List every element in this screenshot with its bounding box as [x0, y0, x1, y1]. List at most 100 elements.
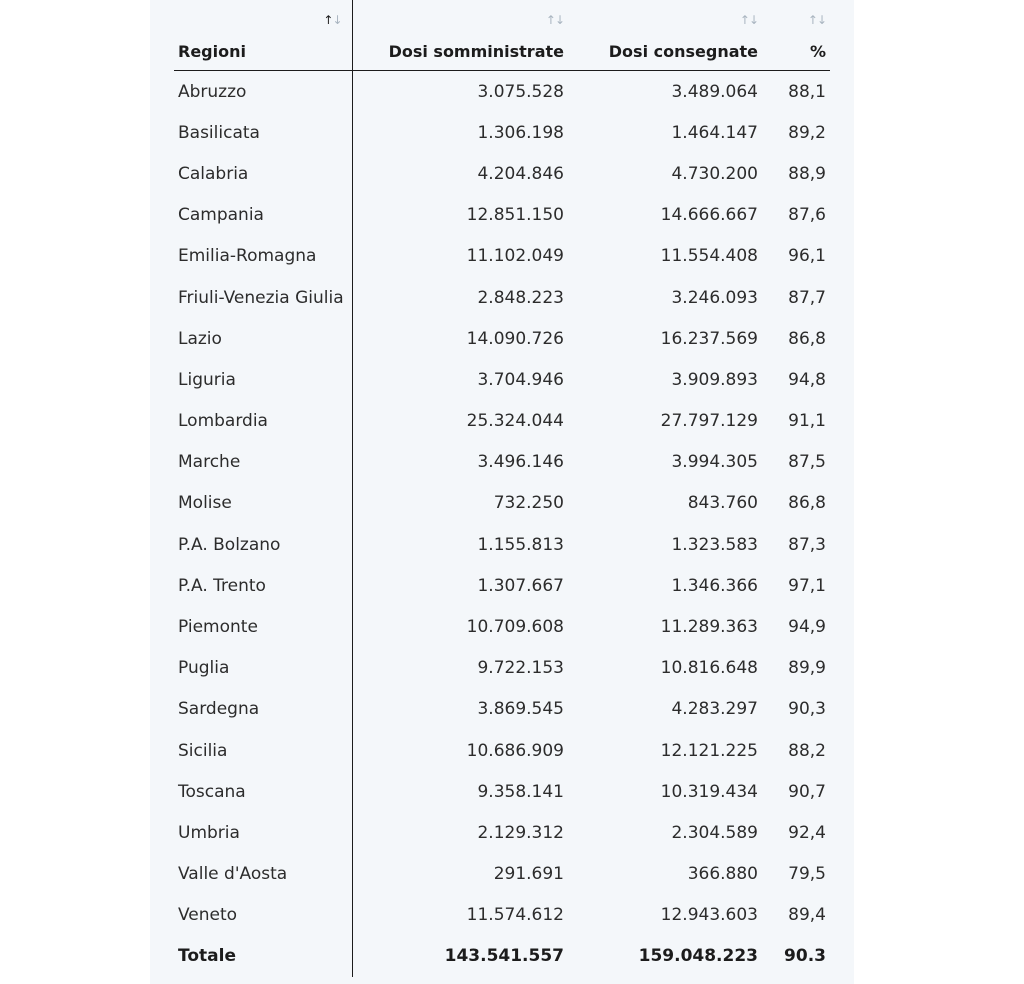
cell-dosi-somministrate: 12.851.150 — [466, 205, 564, 226]
header-dosi-somministrate[interactable]: ↑↓ Dosi somministrate — [352, 0, 568, 71]
sort-arrows-icon[interactable]: ↑↓ — [545, 13, 565, 27]
cell-dosi-consegnate: 27.797.129 — [660, 411, 758, 432]
total-row: Totale 143.541.557 159.048.223 90.3 — [174, 935, 830, 977]
cell-region: Sardegna — [174, 688, 353, 730]
cell-percent: 97,1 — [788, 575, 826, 596]
cell-dosi-consegnate: 3.489.064 — [671, 81, 758, 102]
cell-percent: 90,3 — [788, 699, 826, 720]
cell-dosi-somministrate: 291.691 — [493, 864, 564, 885]
cell-dosi-consegnate: 12.943.603 — [660, 905, 758, 926]
cell-region: Toscana — [174, 771, 353, 813]
cell-percent: 89,2 — [788, 122, 826, 143]
cell-region: Basilicata — [174, 112, 353, 154]
cell-percent: 88,1 — [788, 81, 826, 102]
header-percent[interactable]: ↑↓ % — [762, 0, 830, 71]
cell-region: P.A. Bolzano — [174, 524, 353, 566]
table-row: Emilia-Romagna 11.102.049 11.554.408 96,… — [174, 235, 830, 277]
cell-dosi-somministrate: 3.704.946 — [477, 369, 564, 390]
cell-region: Piemonte — [174, 606, 353, 648]
cell-percent: 87,6 — [788, 205, 826, 226]
cell-dosi-somministrate: 25.324.044 — [466, 411, 564, 432]
cell-dosi-consegnate: 11.289.363 — [660, 617, 758, 638]
cell-region: Umbria — [174, 812, 353, 854]
cell-region: Liguria — [174, 359, 353, 401]
cell-dosi-consegnate: 3.994.305 — [671, 452, 758, 473]
table-panel: ↑↓ Regioni ↑↓ Dosi somministrate ↑↓ Dosi… — [150, 0, 854, 984]
table-row: Friuli-Venezia Giulia 2.848.223 3.246.09… — [174, 276, 830, 319]
header-dosi-somministrate-label: Dosi somministrate — [388, 42, 564, 61]
cell-percent: 79,5 — [788, 864, 826, 885]
cell-percent: 96,1 — [788, 246, 826, 267]
table-row: Sardegna 3.869.545 4.283.297 90,3 — [174, 688, 830, 730]
cell-dosi-consegnate: 4.283.297 — [671, 699, 758, 720]
vaccine-doses-table: ↑↓ Regioni ↑↓ Dosi somministrate ↑↓ Dosi… — [174, 0, 830, 977]
table-row: Lombardia 25.324.044 27.797.129 91,1 — [174, 400, 830, 442]
header-regioni-label: Regioni — [178, 42, 246, 61]
cell-dosi-consegnate: 2.304.589 — [671, 822, 758, 843]
table-row: Sicilia 10.686.909 12.121.225 88,2 — [174, 730, 830, 772]
cell-region: Campania — [174, 194, 353, 236]
total-dosi-somministrate: 143.541.557 — [444, 946, 564, 967]
header-dosi-consegnate[interactable]: ↑↓ Dosi consegnate — [568, 0, 762, 71]
header-dosi-consegnate-label: Dosi consegnate — [608, 42, 758, 61]
cell-percent: 88,2 — [788, 740, 826, 761]
cell-percent: 89,9 — [788, 658, 826, 679]
cell-dosi-somministrate: 1.155.813 — [477, 534, 564, 555]
cell-percent: 92,4 — [788, 822, 826, 843]
table-row: Campania 12.851.150 14.666.667 87,6 — [174, 194, 830, 236]
cell-region: Puglia — [174, 647, 353, 689]
table-row: Abruzzo 3.075.528 3.489.064 88,1 — [174, 70, 830, 113]
table-row: Calabria 4.204.846 4.730.200 88,9 — [174, 153, 830, 195]
cell-region: Abruzzo — [174, 70, 353, 113]
cell-dosi-consegnate: 1.323.583 — [671, 534, 758, 555]
cell-region: Marche — [174, 441, 353, 483]
cell-dosi-somministrate: 9.358.141 — [477, 781, 564, 802]
sort-arrows-icon[interactable]: ↑↓ — [807, 13, 827, 27]
cell-region: Valle d'Aosta — [174, 853, 353, 895]
cell-dosi-somministrate: 9.722.153 — [477, 658, 564, 679]
sort-arrows-icon[interactable]: ↑↓ — [739, 13, 759, 27]
cell-dosi-somministrate: 3.075.528 — [477, 81, 564, 102]
cell-dosi-somministrate: 10.709.608 — [466, 617, 564, 638]
cell-percent: 87,3 — [788, 534, 826, 555]
sort-arrows-icon[interactable]: ↑↓ — [323, 13, 342, 27]
cell-region: Lombardia — [174, 400, 353, 442]
cell-dosi-somministrate: 2.129.312 — [477, 822, 564, 843]
cell-region: Sicilia — [174, 730, 353, 772]
cell-region: Emilia-Romagna — [174, 235, 353, 277]
table-row: Umbria 2.129.312 2.304.589 92,4 — [174, 812, 830, 854]
cell-dosi-consegnate: 843.760 — [687, 493, 758, 514]
cell-dosi-somministrate: 3.869.545 — [477, 699, 564, 720]
table-header-row: ↑↓ Regioni ↑↓ Dosi somministrate ↑↓ Dosi… — [174, 0, 830, 71]
cell-percent: 88,9 — [788, 163, 826, 184]
table-row: P.A. Trento 1.307.667 1.346.366 97,1 — [174, 565, 830, 607]
table-row: Piemonte 10.709.608 11.289.363 94,9 — [174, 606, 830, 648]
cell-region: Calabria — [174, 153, 353, 195]
table-row: Veneto 11.574.612 12.943.603 89,4 — [174, 894, 830, 936]
cell-dosi-consegnate: 3.909.893 — [671, 369, 758, 390]
cell-percent: 87,5 — [788, 452, 826, 473]
table-row: Toscana 9.358.141 10.319.434 90,7 — [174, 771, 830, 813]
cell-dosi-somministrate: 732.250 — [493, 493, 564, 514]
cell-region: Molise — [174, 482, 353, 525]
cell-percent: 86,8 — [788, 493, 826, 514]
cell-percent: 91,1 — [788, 411, 826, 432]
cell-dosi-consegnate: 12.121.225 — [660, 740, 758, 761]
total-label: Totale — [174, 935, 353, 977]
total-percent: 90.3 — [784, 946, 826, 967]
cell-dosi-somministrate: 2.848.223 — [477, 287, 564, 308]
cell-percent: 94,8 — [788, 369, 826, 390]
total-dosi-consegnate: 159.048.223 — [638, 946, 758, 967]
cell-dosi-consegnate: 11.554.408 — [660, 246, 758, 267]
table-row: Puglia 9.722.153 10.816.648 89,9 — [174, 647, 830, 689]
table-row: Liguria 3.704.946 3.909.893 94,8 — [174, 359, 830, 401]
table-row: Molise 732.250 843.760 86,8 — [174, 482, 830, 525]
table-row: Marche 3.496.146 3.994.305 87,5 — [174, 441, 830, 483]
header-percent-label: % — [809, 42, 826, 61]
cell-dosi-consegnate: 10.319.434 — [660, 781, 758, 802]
cell-percent: 86,8 — [788, 328, 826, 349]
cell-dosi-consegnate: 4.730.200 — [671, 163, 758, 184]
header-regioni[interactable]: ↑↓ Regioni — [174, 0, 353, 71]
cell-region: Veneto — [174, 894, 353, 936]
cell-dosi-consegnate: 1.346.366 — [671, 575, 758, 596]
